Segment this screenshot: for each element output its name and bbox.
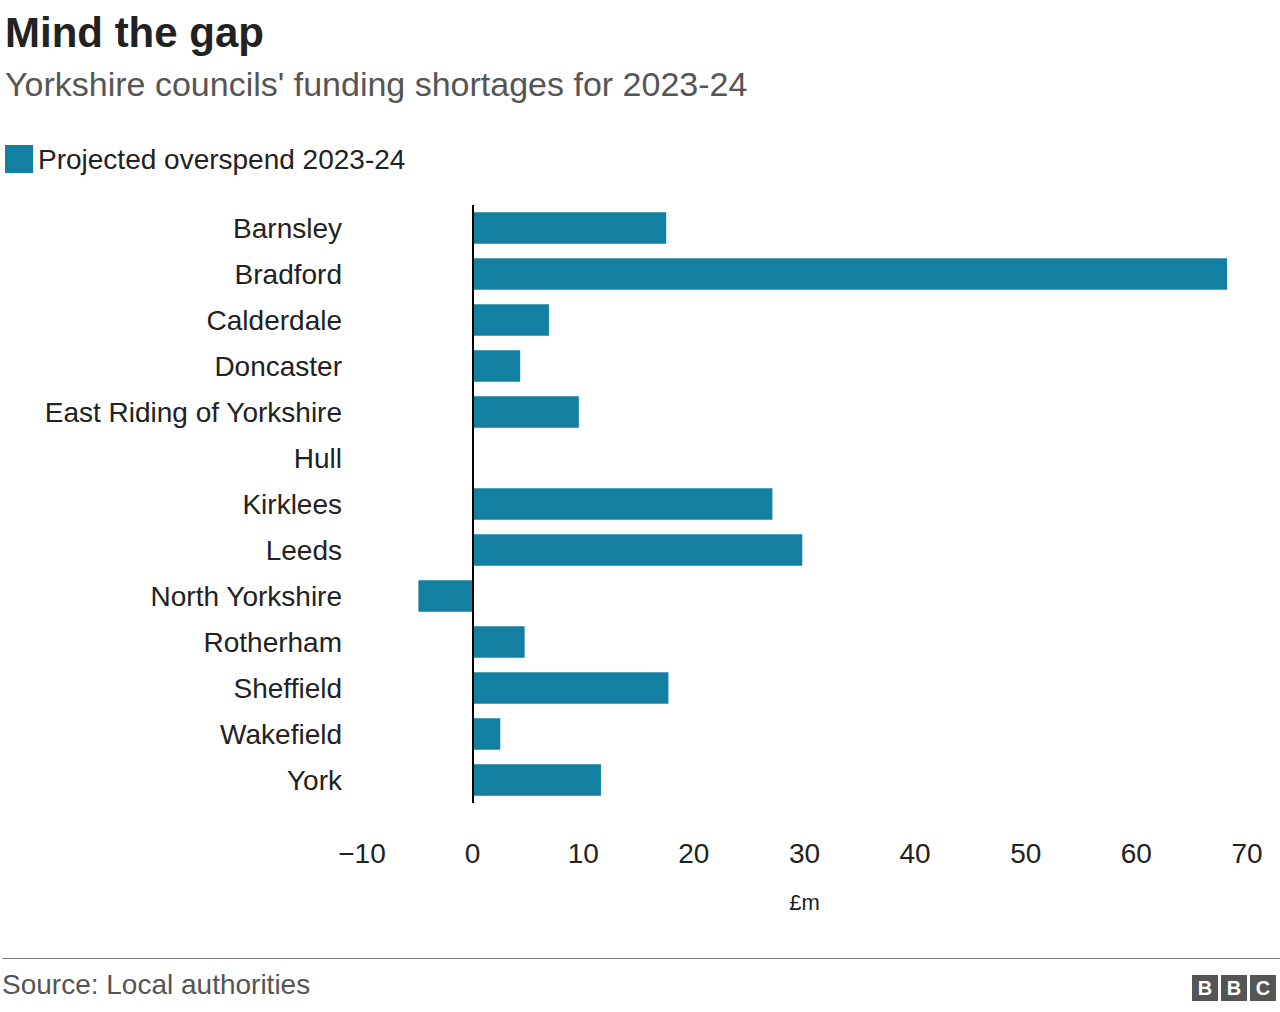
svg-text:Calderdale: Calderdale [207,305,342,336]
svg-text:York: York [287,765,343,796]
svg-text:Kirklees: Kirklees [242,489,342,520]
svg-text:−10: −10 [338,838,386,869]
svg-text:Mind the gap: Mind the gap [5,9,264,56]
svg-text:North Yorkshire: North Yorkshire [151,581,342,612]
svg-text:70: 70 [1231,838,1262,869]
svg-text:Barnsley: Barnsley [233,213,342,244]
svg-text:B: B [1227,977,1241,999]
svg-text:Sheffield: Sheffield [234,673,342,704]
svg-text:50: 50 [1010,838,1041,869]
svg-text:£m: £m [789,890,820,915]
svg-text:Hull: Hull [294,443,342,474]
svg-text:Source: Local authorities: Source: Local authorities [2,969,310,1000]
svg-text:10: 10 [568,838,599,869]
svg-text:East Riding of Yorkshire: East Riding of Yorkshire [45,397,342,428]
svg-text:40: 40 [900,838,931,869]
svg-text:Wakefield: Wakefield [220,719,342,750]
svg-text:30: 30 [789,838,820,869]
svg-text:C: C [1256,977,1270,999]
svg-text:0: 0 [465,838,481,869]
svg-text:Yorkshire councils' funding sh: Yorkshire councils' funding shortages fo… [5,65,747,103]
svg-text:Rotherham: Rotherham [203,627,342,658]
svg-text:Projected overspend 2023-24: Projected overspend 2023-24 [38,144,405,175]
svg-text:Bradford: Bradford [235,259,342,290]
svg-text:20: 20 [678,838,709,869]
svg-text:B: B [1198,977,1212,999]
svg-text:Doncaster: Doncaster [214,351,342,382]
svg-text:Leeds: Leeds [266,535,342,566]
svg-text:60: 60 [1121,838,1152,869]
